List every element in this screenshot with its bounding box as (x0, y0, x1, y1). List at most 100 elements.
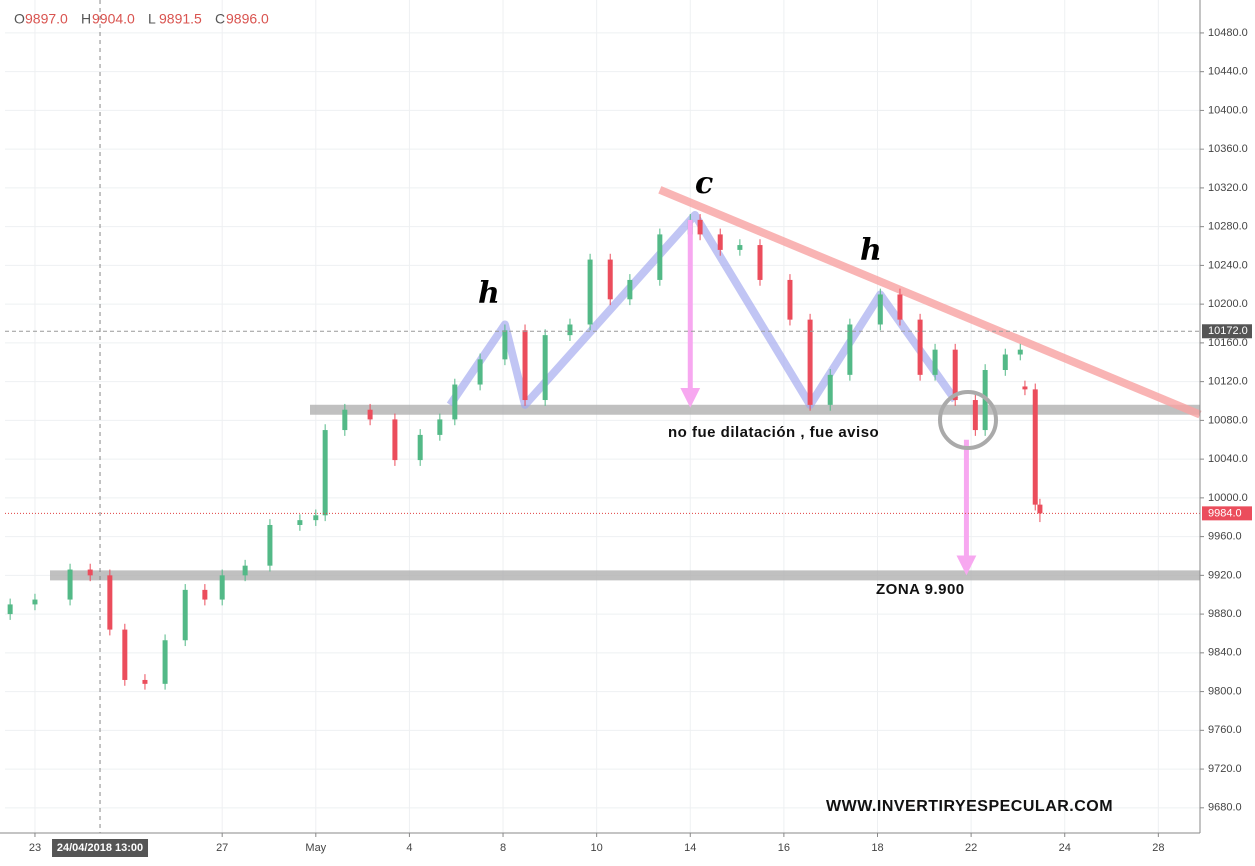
candle-body (452, 384, 458, 420)
candle-body (392, 419, 398, 461)
candle-body (32, 599, 38, 605)
candle-body (607, 259, 613, 300)
candle-body (1002, 354, 1008, 371)
y-tick-label: 9840.0 (1208, 647, 1242, 659)
candle-body (202, 589, 208, 600)
candle-body (142, 679, 148, 684)
current-price-box (1202, 506, 1252, 521)
y-tick-label: 10480.0 (1208, 27, 1248, 39)
candles (7, 214, 1043, 690)
x-tick-label: 22 (965, 842, 977, 854)
y-tick-label: 10320.0 (1208, 182, 1248, 194)
ohlc-key: H (81, 11, 91, 27)
candle-body (877, 294, 883, 325)
candle-body (367, 409, 373, 420)
ohlc-value: 9897.0 (25, 11, 68, 27)
crosshair-box (52, 839, 149, 857)
y-tick-label: 9720.0 (1208, 763, 1242, 775)
candle-body (847, 324, 853, 375)
x-tick-label: 4 (406, 842, 412, 854)
candle-body (567, 324, 573, 336)
annotation: no fue dilatación , fue aviso (668, 424, 879, 441)
candle-body (787, 279, 793, 320)
crosshair-label: 24/04/2018 13:00 (57, 842, 143, 854)
y-tick-label: 10080.0 (1208, 414, 1248, 426)
candle-body (297, 520, 303, 525)
y-tick-label: 9960.0 (1208, 531, 1242, 543)
x-tick-label: 14 (684, 842, 696, 854)
y-tick-label: 9760.0 (1208, 724, 1242, 736)
hand-mark: h (860, 233, 882, 268)
candle-body (1037, 504, 1043, 514)
y-tick-label: 10040.0 (1208, 453, 1248, 465)
x-tick-label: 8 (500, 842, 506, 854)
y-tick-label: 10360.0 (1208, 143, 1248, 155)
candle-body (313, 515, 319, 521)
annotation: ZONA 9.900 (876, 581, 965, 598)
candle-body (1017, 349, 1023, 355)
ohlc-value: 9896.0 (226, 11, 269, 27)
candle-body (932, 349, 938, 375)
highlight-circle (938, 390, 998, 450)
candle-body (219, 575, 225, 600)
y-tick-label: 10160.0 (1208, 337, 1248, 349)
candle-body (952, 349, 958, 401)
y-tick-label: 10280.0 (1208, 221, 1248, 233)
y-tick-label: 10440.0 (1208, 66, 1248, 78)
x-tick-label: 28 (1152, 842, 1164, 854)
y-tick-label: 10000.0 (1208, 492, 1248, 504)
ohlc-value: 9891.5 (159, 11, 202, 27)
candle-body (657, 234, 663, 280)
candle-body (502, 330, 508, 360)
candle-body (522, 330, 528, 401)
candle-body (7, 604, 13, 615)
candle-body (717, 234, 723, 250)
candle-body (162, 640, 168, 684)
x-tick-label: 23 (29, 842, 41, 854)
marker-price-box (1202, 324, 1252, 339)
marker-price-label: 10172.0 (1208, 325, 1248, 337)
candle-body (1032, 389, 1038, 505)
x-tick-label: 18 (871, 842, 883, 854)
x-tick-label: 16 (778, 842, 790, 854)
y-tick-label: 10120.0 (1208, 376, 1248, 388)
ohlc-key: C (215, 11, 225, 27)
candle-body (437, 419, 443, 435)
ohlc-header: O 9897.0 H 9904.0 L 9891.5 C 9896.0 (14, 11, 269, 27)
candle-body (342, 409, 348, 431)
candle-body (322, 430, 328, 516)
y-tick-label: 9680.0 (1208, 802, 1242, 814)
candle-body (182, 589, 188, 641)
hand-mark: h (478, 276, 500, 311)
candle-body (242, 565, 248, 576)
x-tick-label: 24 (1059, 842, 1071, 854)
x-tick-label: 10 (591, 842, 603, 854)
x-tick-label: May (305, 842, 326, 854)
candle-body (417, 434, 423, 461)
candle-body (587, 259, 593, 325)
y-tick-label: 10400.0 (1208, 104, 1248, 116)
candle-body (827, 374, 833, 405)
trendline (658, 186, 1202, 419)
candle-body (267, 524, 273, 566)
candle-body (107, 575, 113, 630)
candle-body (627, 279, 633, 300)
candle-body (87, 569, 93, 576)
ohlc-key: L (148, 11, 156, 27)
y-tick-label: 9800.0 (1208, 685, 1242, 697)
candle-body (972, 400, 978, 431)
watermark: WWW.INVERTIRYESPECULAR.COM (826, 798, 1113, 815)
candle-body (917, 319, 923, 375)
y-tick-label: 9880.0 (1208, 608, 1242, 620)
candle-body (477, 359, 483, 385)
ohlc-value: 9904.0 (92, 11, 135, 27)
candle-body (67, 569, 73, 600)
candle-body (542, 335, 548, 401)
candle-body (1022, 386, 1028, 390)
candle-body (697, 219, 703, 235)
candle-body (737, 245, 743, 250)
y-tick-label: 10200.0 (1208, 298, 1248, 310)
candle-body (122, 629, 128, 680)
